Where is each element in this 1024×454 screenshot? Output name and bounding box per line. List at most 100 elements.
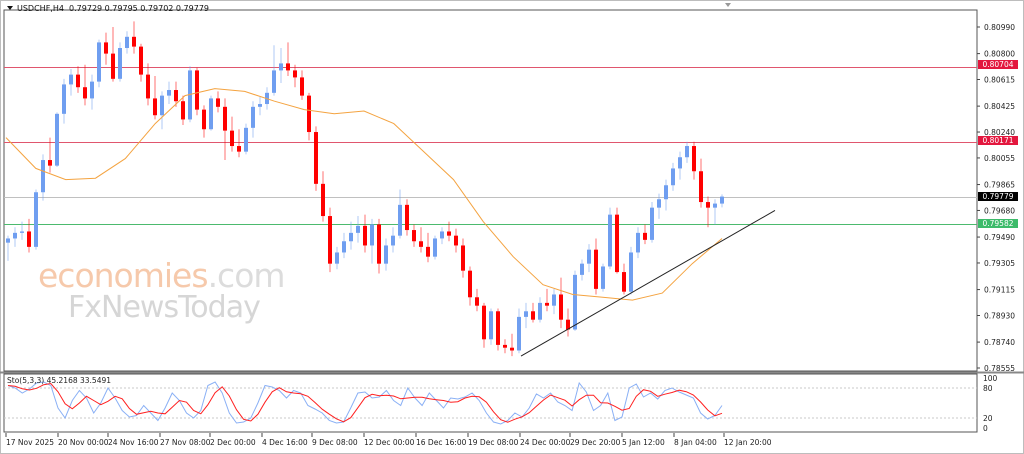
candle-body (216, 98, 220, 107)
y-tick-label: 0.80055 (984, 154, 1015, 163)
candle-body (342, 241, 346, 253)
x-tick-label: 17 Nov 2025 (6, 438, 54, 447)
candle-body (636, 232, 640, 253)
price-tag-support: 0.79582 (978, 219, 1018, 228)
candle-body (69, 74, 73, 85)
candle-body (104, 42, 108, 54)
candle-body (433, 238, 437, 257)
x-tick-label: 24 Dec 00:00 (520, 438, 571, 447)
candle-body (475, 297, 479, 306)
y-tick-label: 0.80240 (984, 128, 1015, 137)
candle-body (307, 95, 311, 133)
candle-body (300, 77, 304, 96)
candle-body (671, 168, 675, 186)
x-tick-label: 4 Dec 16:00 (262, 438, 308, 447)
candle-body (552, 294, 556, 306)
candle-body (629, 252, 633, 292)
candle-body (468, 270, 472, 298)
stoch-level-label: 20 (983, 414, 993, 423)
candle-body (132, 36, 136, 47)
candle-body (55, 113, 59, 166)
watermark-fxnewstoday: FxNewsToday (68, 290, 261, 325)
stoch-level-label: 0 (983, 424, 988, 433)
stoch-level-label: 100 (983, 374, 998, 383)
candle-body (615, 214, 619, 273)
candle-body (13, 232, 17, 239)
candle-body (489, 311, 493, 340)
candle-body (580, 263, 584, 275)
candle-body (566, 319, 570, 330)
candle-body (531, 311, 535, 320)
candle-body (608, 214, 612, 267)
candle-body (118, 48, 122, 79)
candle-body (447, 231, 451, 236)
x-tick-label: 24 Nov 16:00 (108, 438, 159, 447)
candle-body (90, 81, 94, 99)
watermark-economies: economies.com (38, 256, 286, 295)
candle-body (706, 202, 710, 208)
candle-body (97, 42, 101, 82)
candle-body (482, 305, 486, 340)
y-tick-label: 0.78930 (984, 311, 1015, 320)
candle-body (223, 106, 227, 131)
candle-body (160, 95, 164, 116)
symbol-label: USDCHF,H4 (17, 4, 64, 13)
shift-marker-icon (725, 3, 731, 7)
candle-body (202, 109, 206, 130)
candle-body (510, 347, 514, 351)
price-tag-resistance-2: 0.80171 (978, 136, 1018, 145)
candle-body (251, 106, 255, 128)
candle-body (195, 70, 199, 110)
candle-body (384, 245, 388, 264)
candle-body (314, 132, 318, 184)
candle-body (685, 146, 689, 158)
candle-body (692, 146, 696, 172)
candle-body (258, 104, 262, 107)
candle-body (601, 266, 605, 289)
candle-body (286, 63, 290, 71)
x-tick-label: 8 Jan 04:00 (674, 438, 717, 447)
candle-body (559, 294, 563, 320)
candle-body (573, 274, 577, 330)
candle-body (356, 225, 360, 233)
candle-body (209, 98, 213, 130)
y-tick-label: 0.80990 (984, 23, 1015, 32)
candle-body (496, 311, 500, 345)
candle-body (391, 235, 395, 246)
candle-body (594, 249, 598, 289)
y-tick-label: 0.80800 (984, 50, 1015, 59)
candle-body (377, 224, 381, 264)
candle-body (335, 252, 339, 264)
candle-body (181, 101, 185, 120)
y-tick-label: 0.78740 (984, 338, 1015, 347)
y-tick-label: 0.80615 (984, 76, 1015, 85)
candle-body (657, 199, 661, 208)
candle-body (111, 53, 115, 79)
candle-body (34, 192, 38, 247)
candle-body (363, 225, 367, 246)
candle-body (461, 245, 465, 271)
candle-body (83, 87, 87, 99)
candle-body (538, 302, 542, 320)
candle-body (41, 160, 45, 193)
candle-body (230, 130, 234, 147)
candle-body (328, 216, 332, 264)
x-tick-label: 27 Nov 08:00 (160, 438, 211, 447)
candle-body (398, 204, 402, 236)
candle-body (370, 224, 374, 246)
candle-body (272, 70, 276, 93)
x-tick-label: 20 Nov 00:00 (58, 438, 109, 447)
candle-body (20, 231, 24, 233)
candle-body (678, 157, 682, 169)
stochastic-main-line (7, 381, 723, 425)
candle-body (713, 203, 717, 208)
y-tick-label: 0.79865 (984, 181, 1015, 190)
candle-body (27, 231, 31, 247)
y-tick-label: 0.78555 (984, 364, 1015, 373)
collapse-triangle-icon[interactable] (7, 6, 13, 10)
x-tick-label: 12 Dec 00:00 (364, 438, 415, 447)
x-tick-label: 9 Dec 08:00 (312, 438, 358, 447)
x-tick-label: 5 Jan 12:00 (622, 438, 665, 447)
candle-body (349, 232, 353, 242)
